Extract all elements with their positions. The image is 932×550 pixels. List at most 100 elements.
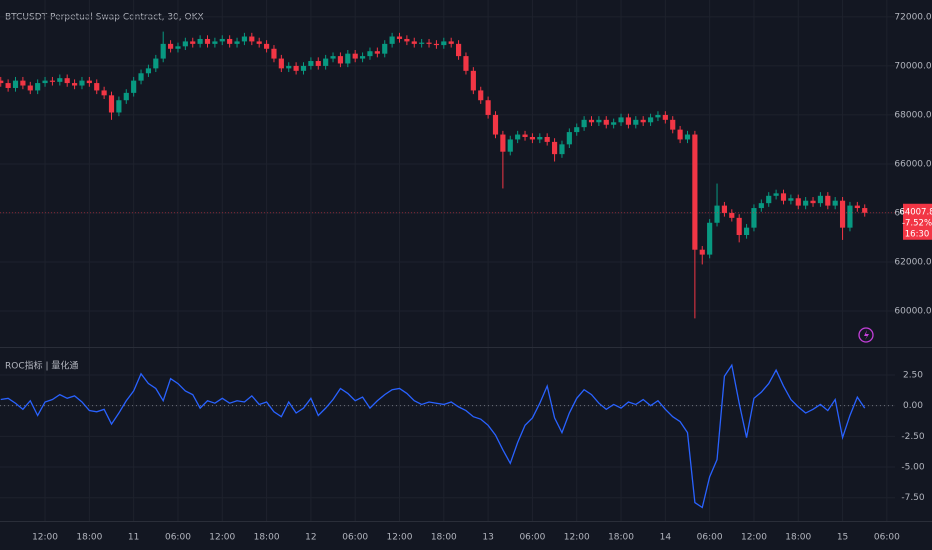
candle-body bbox=[101, 90, 107, 96]
candle-body bbox=[86, 80, 92, 84]
candle-body bbox=[670, 119, 676, 130]
candle-body bbox=[108, 95, 115, 113]
x-tick-label: 18:00 bbox=[431, 533, 457, 543]
candle-body bbox=[788, 198, 794, 201]
candle-body bbox=[256, 41, 262, 44]
candle-body bbox=[57, 78, 63, 82]
candle-body bbox=[522, 134, 528, 137]
candle-body bbox=[588, 119, 595, 123]
candle-body bbox=[677, 129, 683, 140]
candle-body bbox=[751, 208, 757, 228]
candle-body bbox=[478, 90, 484, 101]
x-tick-label: 06:00 bbox=[165, 533, 191, 543]
candle-body bbox=[219, 38, 225, 42]
candle-body bbox=[35, 83, 41, 91]
candle-body bbox=[463, 56, 469, 71]
y-tick-label: 2.50 bbox=[903, 370, 923, 380]
y-tick-label: 0.00 bbox=[903, 401, 923, 411]
candle-body bbox=[551, 141, 558, 155]
candle-body bbox=[699, 249, 705, 255]
candle-body bbox=[581, 119, 587, 128]
candle-body bbox=[426, 42, 432, 44]
candle-body bbox=[116, 100, 122, 113]
candle-body bbox=[692, 134, 698, 250]
candle-body bbox=[315, 61, 321, 66]
candle-body bbox=[736, 217, 742, 236]
last-price-label: 64007.8 bbox=[899, 207, 932, 217]
candle-body bbox=[286, 65, 292, 69]
candle-body bbox=[323, 58, 329, 66]
candle-body bbox=[411, 41, 417, 44]
candle-body bbox=[71, 83, 78, 86]
candle-body bbox=[625, 117, 632, 125]
candle-body bbox=[42, 80, 48, 84]
candle-body bbox=[500, 134, 506, 152]
last-price-box bbox=[903, 203, 932, 240]
candle-body bbox=[633, 119, 639, 125]
x-tick-label: 12:00 bbox=[741, 533, 767, 543]
candle-body bbox=[817, 195, 824, 204]
candle-body bbox=[160, 43, 166, 59]
candle-body bbox=[308, 61, 314, 66]
candle-body bbox=[537, 136, 543, 140]
candle-body bbox=[758, 203, 764, 209]
candle-body bbox=[382, 43, 388, 54]
last-change-label: -7.52% bbox=[902, 218, 932, 228]
candle-body bbox=[803, 200, 809, 206]
x-tick-label: 13 bbox=[482, 533, 493, 543]
x-tick-label: 06:00 bbox=[519, 533, 545, 543]
x-tick-label: 12:00 bbox=[32, 533, 58, 543]
candle-body bbox=[795, 198, 801, 206]
alert-bolt[interactable] bbox=[864, 330, 869, 340]
candle-body bbox=[182, 41, 188, 47]
candle-body bbox=[729, 212, 735, 218]
candle-body bbox=[345, 53, 351, 64]
x-tick-label: 18:00 bbox=[76, 533, 102, 543]
y-tick-label: 68000.0 bbox=[894, 110, 931, 120]
x-tick-label: 15 bbox=[837, 533, 848, 543]
candle-body bbox=[94, 83, 100, 91]
candle-body bbox=[197, 38, 203, 44]
candle-body bbox=[707, 222, 713, 255]
candle-body bbox=[529, 136, 536, 140]
candle-body bbox=[773, 193, 779, 196]
y-tick-label: 70000.0 bbox=[894, 61, 931, 71]
candle-body bbox=[20, 80, 26, 86]
x-tick-label: 12 bbox=[305, 533, 316, 543]
candle-body bbox=[832, 200, 838, 206]
candle-body bbox=[352, 53, 358, 59]
candle-body bbox=[249, 36, 255, 42]
x-tick-label: 11 bbox=[128, 533, 139, 543]
x-tick-label: 14 bbox=[660, 533, 672, 543]
candle-body bbox=[367, 51, 373, 57]
candle-body bbox=[175, 46, 181, 49]
candle-body bbox=[389, 36, 395, 44]
candle-body bbox=[64, 78, 70, 84]
candle-body bbox=[566, 132, 572, 145]
candle-body bbox=[278, 58, 284, 69]
candle-body bbox=[190, 41, 196, 44]
candle-body bbox=[847, 205, 853, 228]
candle-body bbox=[145, 68, 152, 74]
alert-icon[interactable] bbox=[858, 327, 874, 343]
candle-body bbox=[825, 195, 831, 206]
indicator-title: ROC指标 | 量化通 bbox=[5, 360, 78, 372]
candle-body bbox=[300, 65, 307, 71]
candle-body bbox=[839, 200, 846, 228]
alert-circle[interactable] bbox=[858, 327, 874, 343]
candle-body bbox=[618, 117, 624, 123]
candle-body bbox=[5, 83, 11, 88]
candle-body bbox=[234, 41, 240, 44]
candle-body bbox=[374, 51, 380, 54]
candle-body bbox=[0, 80, 4, 84]
candle-body bbox=[123, 92, 129, 101]
candle-body bbox=[810, 200, 816, 204]
x-tick-label: 12:00 bbox=[387, 533, 413, 543]
candle-body bbox=[647, 117, 654, 123]
candle-body bbox=[396, 36, 403, 39]
candle-body bbox=[743, 227, 750, 236]
candle-body bbox=[448, 41, 454, 44]
candle-body bbox=[714, 205, 720, 223]
